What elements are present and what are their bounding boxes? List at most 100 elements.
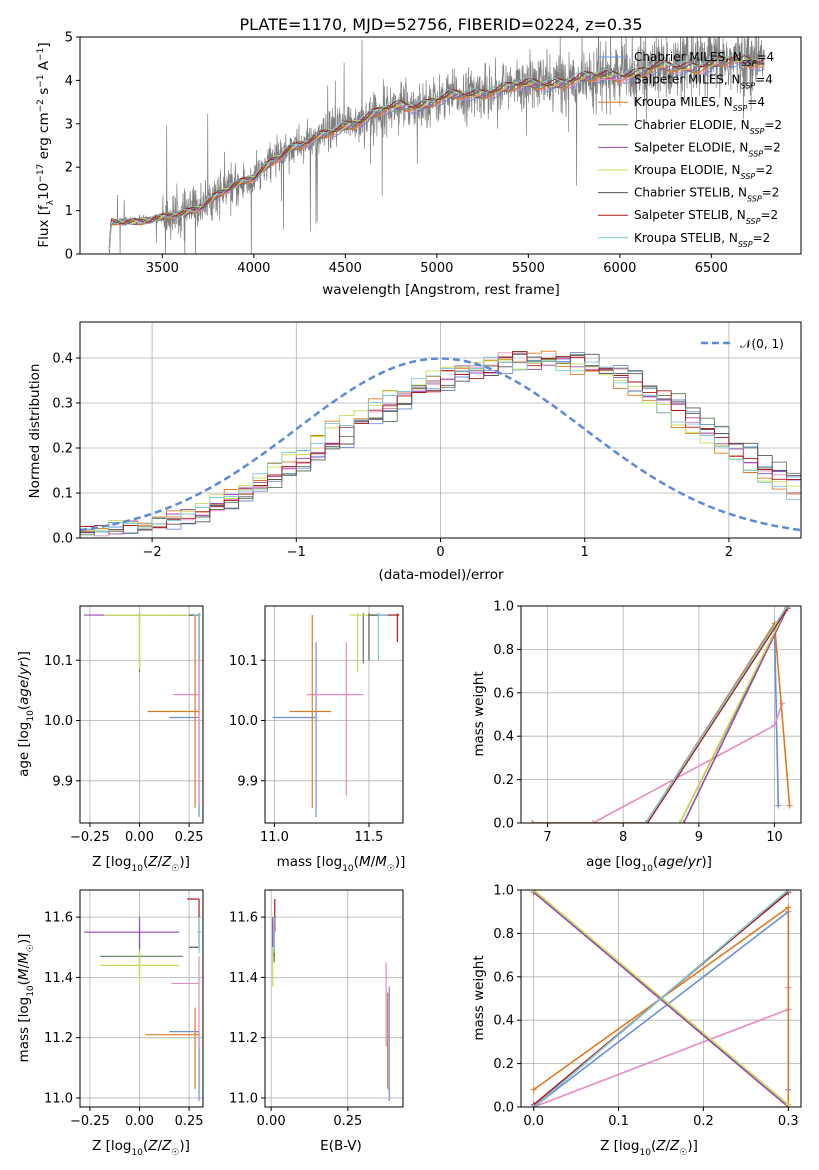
wAge-marker-8-1: [784, 606, 791, 609]
spectrum-legend-label-6: Chabrier STELIB, NSSP=2: [634, 186, 779, 204]
spectrum-legend-text-6: Chabrier STELIB, N: [634, 186, 747, 200]
ageZ-ytick-label-0: 9.9: [52, 774, 73, 789]
spectrum-legend-text-5: Kroupa ELODIE, N: [634, 163, 741, 177]
mZ-point-5: [99, 950, 180, 984]
spectrum-legend-label-2: Kroupa MILES, NSSP=4: [634, 95, 765, 113]
mass-weight-vs-age-panel: 7 8 9 10 0.0 0.2 0.4 0.6 0.8 1.0 age [log10(age/y…: [471, 600, 802, 874]
ageM-ytick-label-1: 10.0: [229, 714, 258, 729]
ageZ-ytick-label-2: 10.1: [44, 654, 73, 669]
spectrum-ytick-label-2: 2: [65, 161, 73, 176]
wAge-marker-2-0: [529, 820, 536, 823]
wZ-ytick-label-1: 0.2: [493, 1057, 514, 1072]
wAge-marker-8-0: [642, 820, 649, 823]
wAge-marker-4-0: [680, 820, 687, 823]
ageM-point-1: [306, 642, 364, 796]
wZ-marker-8-0: [530, 1104, 537, 1107]
observed-spectrum-line: [108, 37, 765, 254]
ageM-point-4: [377, 613, 388, 619]
mass-vs-metallicity-panel: −0.25 0.00 0.25 11.0 11.2 11.4 11.6 Z [log10(Z…: [16, 889, 204, 1158]
residual-ytick-label-3: 0.3: [52, 397, 73, 412]
mZ-point-2: [145, 1007, 200, 1089]
mZ-ytick-label-3: 11.6: [44, 911, 73, 926]
wAge-ylabel: mass weight: [471, 671, 487, 756]
mZ-point-1: [171, 956, 200, 1047]
wZ-ytick-label-0: 0.0: [493, 1101, 514, 1116]
residual-legend: 𝒩(0, 1): [701, 337, 784, 351]
spectrum-legend-text-4: Salpeter ELODIE, N: [634, 140, 748, 154]
wAge-series-4: [682, 607, 789, 823]
ageM-point-6: [368, 613, 385, 661]
mE-frame: [264, 889, 404, 1108]
spectrum-legend-text-2: Kroupa MILES, N: [634, 95, 733, 109]
ageZ-point-8: [193, 613, 202, 661]
spectrum-legend-label-1: Salpeter MILES, NSSP=4: [634, 73, 773, 91]
wAge-ytick-label-3: 0.6: [493, 686, 514, 701]
mZ-ylabel: mass [log10(M/M☉)]: [16, 934, 36, 1063]
mE-ytick-label-1: 11.2: [229, 1031, 258, 1046]
spectrum-legend-sub-7: SSP: [746, 217, 761, 226]
wAge-series-5: [679, 606, 789, 823]
mZ-point-8: [197, 917, 202, 954]
wZ-series-0: [533, 910, 790, 1107]
spectrum-legend-suffix-4: =2: [763, 140, 781, 154]
residual-xtick-label-1: −1: [287, 545, 306, 560]
ageZ-point-7: [193, 613, 200, 643]
gaussian-legend-label: 𝒩(0, 1): [740, 337, 784, 351]
spectrum-xtick-label-5: 6000: [603, 261, 636, 276]
mZ-xtick-label-2: 0.25: [175, 1114, 204, 1129]
spectrum-legend-sub-4: SSP: [748, 149, 763, 158]
wAge-series-2: [532, 620, 791, 823]
model-line-8: [108, 52, 765, 251]
wZ-series-1: [533, 987, 790, 1107]
residual-panel: −2 −1 0 1 2 0.0 0.1 0.2 0.3 0.4 (data-model)/erro…: [27, 321, 802, 583]
spectrum-legend-sub-5: SSP: [741, 172, 756, 181]
spectrum-legend-suffix-5: =2: [755, 163, 773, 177]
wAge-ytick-label-2: 0.4: [493, 730, 514, 745]
ageZ-point-3: [99, 613, 200, 673]
wZ-xtick-label-0: 0.0: [523, 1114, 544, 1129]
spectrum-xtick-label-4: 5500: [512, 261, 545, 276]
mZ-xtick-label-1: 0.00: [125, 1114, 154, 1129]
residual-histogram-2: [80, 350, 801, 532]
ageZ-xlabel: Z [log10(Z/Z☉)]: [92, 854, 190, 874]
spectrum-legend-sub-3: SSP: [750, 126, 765, 135]
mZ-frame: [79, 889, 204, 1108]
ageM-point-5: [350, 613, 379, 673]
spectrum-legend-sub-0: SSP: [742, 59, 757, 68]
model-line-6: [108, 55, 765, 249]
wZ-series-8: [533, 890, 789, 1107]
spectrum-legend-label-4: Salpeter ELODIE, NSSP=2: [634, 140, 781, 158]
residual-histogram-1: [80, 352, 801, 537]
mE-xtick-label-1: 0.25: [333, 1114, 362, 1129]
ageM-xtick-label-0: 11.0: [260, 830, 289, 845]
spectrum-lines: [108, 37, 765, 254]
ageM-point-0: [272, 642, 317, 817]
spectrum-legend-suffix-6: =2: [762, 186, 780, 200]
ageM-ytick-label-2: 10.1: [229, 654, 258, 669]
residual-histogram-4: [80, 353, 801, 535]
spectrum-xtick-label-3: 5000: [420, 261, 453, 276]
mE-errorbars: [272, 899, 390, 1101]
ageZ-point-6: [189, 613, 200, 661]
spectrum-legend-suffix-3: =2: [764, 118, 782, 132]
model-line-5: [108, 56, 765, 251]
residual-histogram-7: [80, 351, 801, 530]
wZ-frame: [520, 889, 802, 1108]
model-line-1: [108, 60, 765, 249]
mE-xtick-label-0: 0.00: [257, 1114, 286, 1129]
spectrum-xtick-label-2: 4500: [329, 261, 362, 276]
wZ-marker-2-0: [530, 1086, 537, 1093]
spectrum-legend-sub-2: SSP: [733, 104, 748, 113]
residual-xtick-label-3: 1: [581, 545, 589, 560]
wAge-series-8: [645, 606, 789, 823]
ageM-point-7: [384, 613, 400, 643]
mZ-errorbars: [83, 898, 202, 1101]
mZ-xtick-label-0: −0.25: [70, 1114, 110, 1129]
mE-ytick-label-0: 11.0: [229, 1091, 258, 1106]
spectrum-ytick-label-4: 4: [65, 74, 73, 89]
spectrum-legend-label-7: Salpeter STELIB, NSSP=2: [634, 208, 778, 226]
residual-histogram-3: [80, 350, 801, 536]
ageM-point-2: [289, 615, 332, 808]
residual-ylabel: Normed distribution: [27, 364, 43, 499]
